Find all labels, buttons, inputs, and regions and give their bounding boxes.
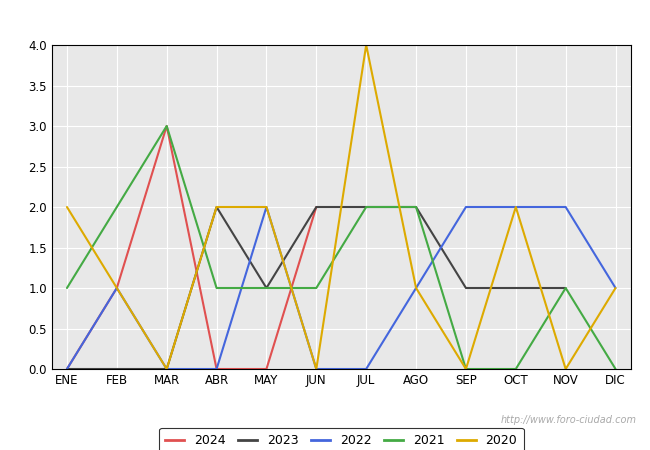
Legend: 2024, 2023, 2022, 2021, 2020: 2024, 2023, 2022, 2021, 2020 — [159, 428, 523, 450]
Text: http://www.foro-ciudad.com: http://www.foro-ciudad.com — [501, 415, 637, 425]
Text: Matriculaciones de Vehiculos en Feria: Matriculaciones de Vehiculos en Feria — [174, 14, 476, 28]
